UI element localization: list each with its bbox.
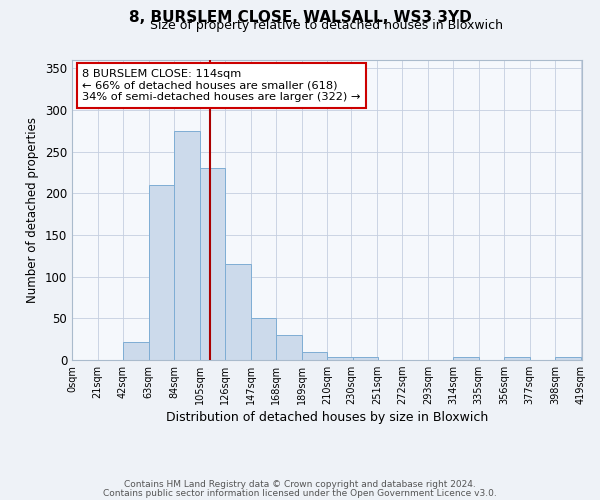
Bar — [453, 356, 479, 360]
Bar — [327, 356, 353, 360]
Bar — [302, 352, 327, 360]
Bar — [225, 264, 251, 360]
Text: Contains HM Land Registry data © Crown copyright and database right 2024.: Contains HM Land Registry data © Crown c… — [124, 480, 476, 489]
Text: Contains public sector information licensed under the Open Government Licence v3: Contains public sector information licen… — [103, 489, 497, 498]
Y-axis label: Number of detached properties: Number of detached properties — [26, 117, 40, 303]
Bar — [504, 356, 530, 360]
Bar — [199, 168, 225, 360]
Text: 8 BURSLEM CLOSE: 114sqm
← 66% of detached houses are smaller (618)
34% of semi-d: 8 BURSLEM CLOSE: 114sqm ← 66% of detache… — [82, 69, 361, 102]
Bar — [149, 185, 174, 360]
Bar — [353, 356, 378, 360]
Title: Size of property relative to detached houses in Bloxwich: Size of property relative to detached ho… — [151, 20, 503, 32]
Bar — [555, 356, 581, 360]
X-axis label: Distribution of detached houses by size in Bloxwich: Distribution of detached houses by size … — [166, 412, 488, 424]
Bar — [276, 335, 302, 360]
Bar — [251, 318, 276, 360]
Bar — [123, 342, 149, 360]
Bar — [174, 131, 199, 360]
Text: 8, BURSLEM CLOSE, WALSALL, WS3 3YD: 8, BURSLEM CLOSE, WALSALL, WS3 3YD — [128, 10, 472, 25]
